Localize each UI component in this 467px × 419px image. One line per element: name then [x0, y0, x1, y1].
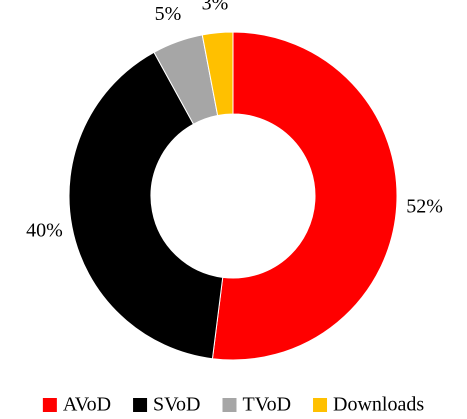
data-label: 40%: [26, 220, 63, 242]
legend-swatch: [222, 398, 237, 412]
data-label: 5%: [155, 3, 182, 25]
legend-label: SVoD: [153, 394, 200, 416]
legend-label: TVoD: [242, 394, 291, 416]
donut-segment: [68, 51, 224, 360]
legend-swatch: [133, 398, 148, 412]
data-label: 52%: [406, 196, 443, 218]
donut-segment: [201, 31, 234, 117]
legend-swatch: [313, 398, 328, 412]
data-label: 3%: [202, 0, 229, 14]
legend-label: AVoD: [63, 394, 111, 416]
donut-segment: [211, 31, 398, 361]
legend-label: Downloads: [333, 394, 424, 416]
legend-swatch: [42, 398, 57, 412]
